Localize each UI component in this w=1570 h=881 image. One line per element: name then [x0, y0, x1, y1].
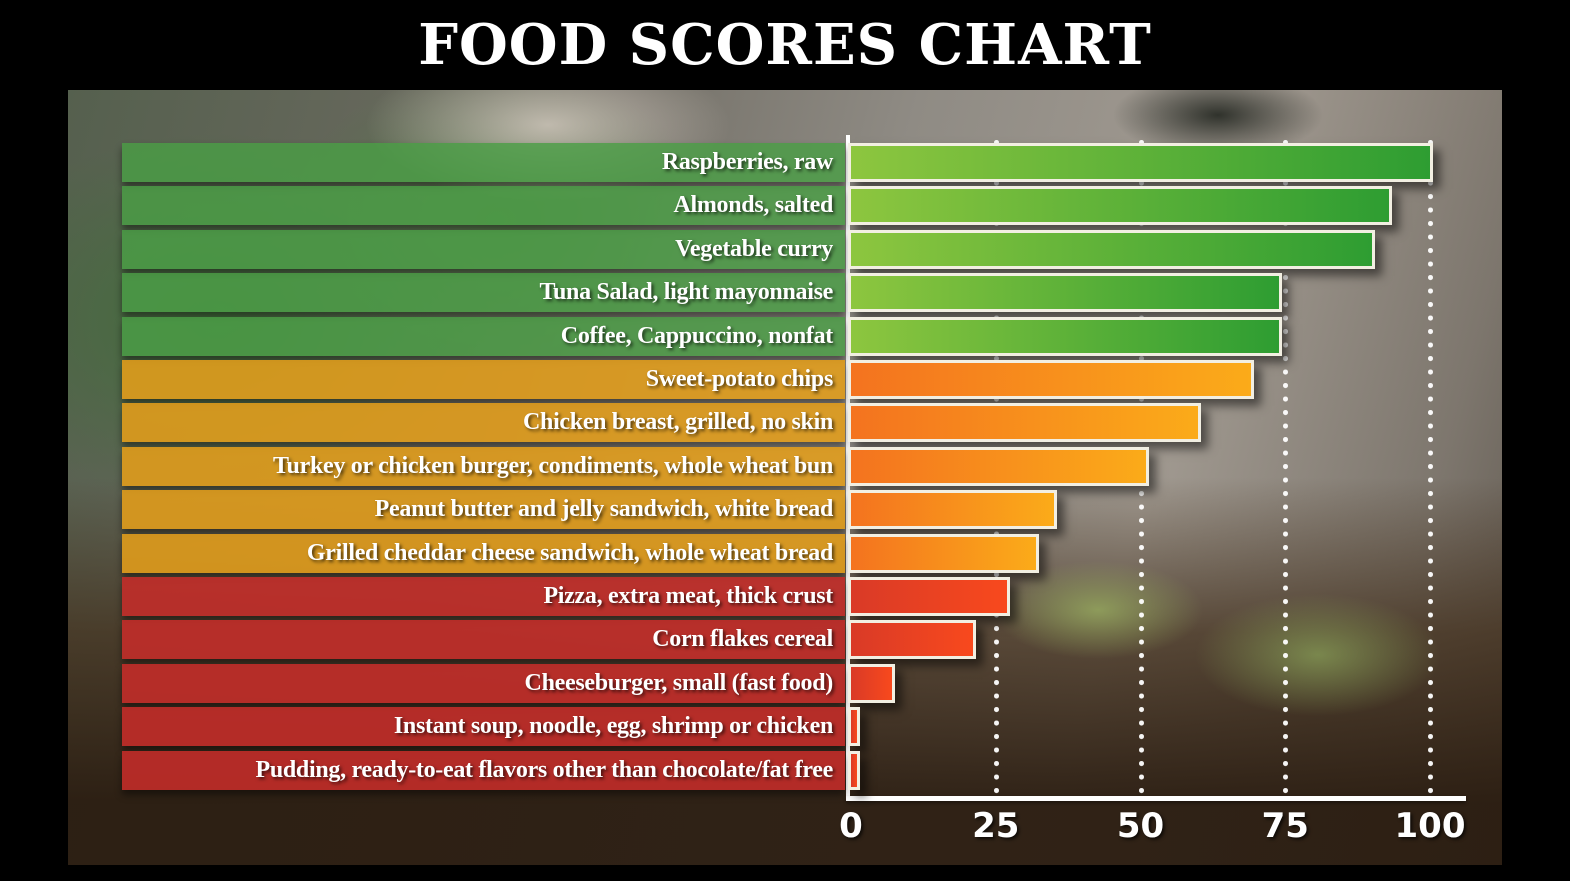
category-label: Turkey or chicken burger, condiments, wh…: [273, 452, 833, 479]
category-band: Pizza, extra meat, thick crust: [122, 577, 845, 616]
chart-row: Coffee, Cappuccino, nonfat: [68, 316, 1502, 356]
chart-row: Sweet-potato chips: [68, 360, 1502, 399]
score-bar: [848, 707, 860, 747]
chart-row: Corn flakes cereal: [68, 620, 1502, 660]
chart-row: Vegetable curry: [68, 229, 1502, 269]
category-band: Almonds, salted: [122, 186, 845, 226]
score-bar: [848, 186, 1393, 226]
chart-title: FOOD SCORES CHART: [418, 12, 1152, 78]
x-tick-100: 100: [1394, 806, 1466, 846]
category-band: Grilled cheddar cheese sandwich, whole w…: [122, 533, 845, 573]
category-label: Raspberries, raw: [661, 149, 833, 175]
chart-row: Grilled cheddar cheese sandwich, whole w…: [68, 533, 1502, 573]
score-bar: [848, 446, 1150, 486]
background-photo: Raspberries, raw Almonds, salted Vegetab…: [68, 90, 1502, 865]
category-label: Corn flakes cereal: [652, 626, 833, 653]
chart-row: Chicken breast, grilled, no skin: [68, 403, 1502, 443]
category-label: Grilled cheddar cheese sandwich, whole w…: [306, 539, 833, 566]
category-band: Coffee, Cappuccino, nonfat: [122, 316, 845, 356]
x-tick-50: 50: [1116, 806, 1165, 846]
category-label: Cheeseburger, small (fast food): [524, 669, 834, 696]
x-tick-75: 75: [1261, 806, 1309, 846]
chart-row: Almonds, salted: [68, 186, 1502, 226]
category-label: Almonds, salted: [673, 192, 833, 219]
x-tick-25: 25: [972, 806, 1020, 846]
chart-row: Tuna Salad, light mayonnaise: [68, 273, 1502, 313]
chart-row: Turkey or chicken burger, condiments, wh…: [68, 446, 1502, 486]
category-label: Instant soup, noodle, egg, shrimp or chi…: [393, 713, 833, 740]
category-label: Chicken breast, grilled, no skin: [522, 409, 833, 436]
x-tick-0: 0: [839, 806, 863, 846]
chart-row: Instant soup, noodle, egg, shrimp or chi…: [68, 707, 1502, 747]
x-axis-line: [846, 796, 1466, 801]
chart-row: Peanut butter and jelly sandwich, white …: [68, 490, 1502, 530]
score-bar: [848, 316, 1283, 356]
category-label: Sweet-potato chips: [645, 366, 834, 392]
score-bar: [848, 577, 1011, 616]
chart-row: Cheeseburger, small (fast food): [68, 663, 1502, 703]
chart-row: Raspberries, raw: [68, 143, 1502, 182]
score-bar: [848, 143, 1433, 182]
score-bar: [848, 360, 1254, 399]
score-bar: [848, 533, 1040, 573]
category-band: Chicken breast, grilled, no skin: [122, 403, 845, 443]
category-label: Pudding, ready-to-eat flavors other than…: [255, 756, 833, 783]
category-band: Pudding, ready-to-eat flavors other than…: [122, 750, 845, 790]
score-bar: [848, 750, 860, 790]
category-band: Vegetable curry: [122, 229, 845, 269]
score-bar: [848, 403, 1202, 443]
infographic: FOOD SCORES CHART Raspberries, raw Almon…: [68, 0, 1502, 865]
score-bar: [848, 273, 1283, 313]
category-label: Peanut butter and jelly sandwich, white …: [374, 496, 834, 523]
category-band: Corn flakes cereal: [122, 620, 845, 660]
score-bar: [848, 620, 976, 660]
title-bar: FOOD SCORES CHART: [68, 0, 1502, 90]
category-label: Vegetable curry: [675, 235, 833, 262]
category-band: Sweet-potato chips: [122, 360, 845, 399]
category-label: Tuna Salad, light mayonnaise: [539, 279, 834, 306]
gridline-100: [1428, 140, 1433, 796]
score-bar: [848, 663, 895, 703]
category-band: Instant soup, noodle, egg, shrimp or chi…: [122, 707, 845, 747]
category-band: Tuna Salad, light mayonnaise: [122, 273, 845, 313]
category-band: Cheeseburger, small (fast food): [122, 663, 845, 703]
category-band: Turkey or chicken burger, condiments, wh…: [122, 446, 845, 486]
category-label: Coffee, Cappuccino, nonfat: [560, 322, 834, 349]
chart-row: Pizza, extra meat, thick crust: [68, 577, 1502, 616]
category-band: Raspberries, raw: [122, 143, 845, 182]
chart-row: Pudding, ready-to-eat flavors other than…: [68, 750, 1502, 790]
category-label: Pizza, extra meat, thick crust: [543, 583, 833, 609]
score-bar: [848, 229, 1376, 269]
category-band: Peanut butter and jelly sandwich, white …: [122, 490, 845, 530]
score-bar: [848, 490, 1057, 530]
gridline-75: [1283, 140, 1289, 796]
